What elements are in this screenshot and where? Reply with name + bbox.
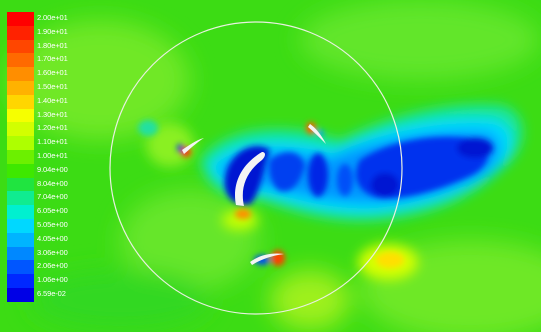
- legend-swatch: [7, 177, 34, 192]
- legend-swatch: [7, 53, 34, 68]
- turbine-blade: [250, 253, 284, 265]
- legend-label: 2.00e+01: [37, 13, 68, 22]
- legend-swatch: [7, 39, 34, 54]
- wake-core: [371, 173, 399, 197]
- legend-label: 7.04e+00: [37, 192, 68, 202]
- legend-swatch: [7, 260, 34, 275]
- legend-swatch: [7, 288, 34, 302]
- blade-wake-core: [337, 164, 353, 196]
- legend-swatch: [7, 67, 34, 82]
- region: [270, 270, 350, 330]
- accelerated-region: [271, 250, 285, 266]
- low-velocity-region: [138, 120, 158, 136]
- legend-label: 8.04e+00: [37, 178, 68, 188]
- legend-label: 1.00e+01: [37, 151, 68, 160]
- legend-label: 3.06e+00: [37, 247, 68, 257]
- legend-swatch: [7, 122, 34, 137]
- legend-swatch: [7, 191, 34, 206]
- low-velocity-region: [177, 144, 183, 152]
- legend-label: 1.90e+01: [37, 26, 68, 36]
- turbine-blade: [182, 138, 204, 154]
- legend-label: 2.06e+00: [37, 261, 68, 271]
- legend-swatch: [7, 94, 34, 109]
- legend-swatch: [7, 219, 34, 233]
- legend-label: 1.10e+01: [37, 137, 68, 147]
- blade-wake-core: [308, 153, 328, 197]
- legend-label: 1.06e+00: [37, 275, 68, 285]
- legend-label: 1.50e+01: [37, 82, 68, 91]
- legend-swatch: [7, 205, 34, 220]
- color-legend: 2.00e+01 1.90e+01 1.80e+01 1.70e+01 1.60e+01…: [7, 12, 68, 302]
- legend-label: 1.40e+01: [37, 95, 68, 105]
- legend-label: 1.80e+01: [37, 40, 68, 50]
- legend-swatch: [7, 81, 34, 95]
- legend-swatch: [7, 274, 34, 289]
- legend-label: 4.05e+00: [37, 233, 68, 243]
- legend-swatch: [7, 136, 34, 151]
- legend-label: 1.20e+01: [37, 123, 68, 133]
- legend-swatch: [7, 246, 34, 261]
- turbine-blade: [235, 152, 265, 206]
- accelerated-region: [146, 123, 194, 167]
- legend-label: 1.30e+01: [37, 109, 68, 119]
- legend-label: 1.60e+01: [37, 68, 68, 78]
- region: [10, 20, 190, 140]
- legend-swatch: [7, 25, 34, 40]
- legend-label: 6.05e+00: [37, 206, 68, 216]
- legend-label: 6.59e-02: [37, 289, 66, 298]
- legend-label: 1.70e+01: [37, 54, 68, 64]
- legend-swatch: [7, 12, 34, 26]
- wake-core: [457, 138, 493, 158]
- blade-wake-core: [269, 152, 305, 192]
- legend-label: 5.05e+00: [37, 220, 68, 229]
- legend-swatch: [7, 232, 34, 247]
- legend-swatch: [7, 150, 34, 164]
- accelerated-region: [235, 209, 251, 219]
- region: [30, 270, 210, 330]
- turbine-blade: [308, 124, 326, 144]
- legend-label: 9.04e+00: [37, 164, 68, 174]
- legend-swatch: [7, 163, 34, 178]
- rotor-domain-circle: [109, 21, 403, 315]
- region: [300, 0, 540, 80]
- accelerated-region: [376, 252, 404, 268]
- legend-swatch: [7, 108, 34, 123]
